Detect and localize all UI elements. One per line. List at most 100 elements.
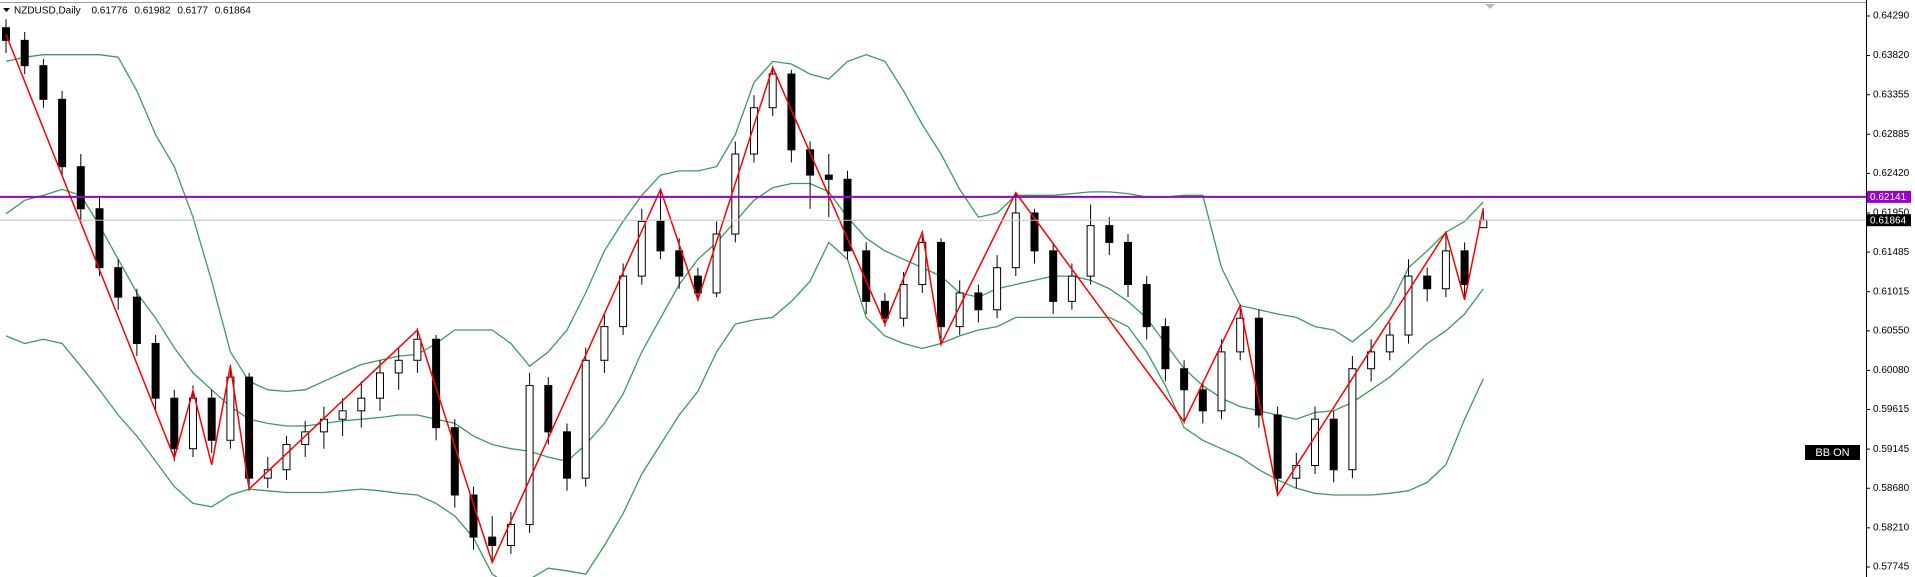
candle-body: [637, 220, 646, 277]
candle-body: [525, 385, 534, 525]
candle-body: [1067, 275, 1076, 302]
candle-body: [1292, 465, 1301, 479]
candle-body: [712, 233, 721, 294]
candle-body: [301, 431, 310, 445]
candle-body: [955, 292, 964, 328]
candle-body: [488, 536, 497, 547]
candle-body: [675, 250, 684, 277]
candle-body: [1105, 225, 1114, 243]
candle-body: [132, 296, 141, 344]
candle-body: [39, 65, 48, 100]
candle-body: [95, 208, 104, 269]
candle-body: [1273, 414, 1282, 479]
candle-body: [1254, 317, 1263, 416]
candle-body: [862, 250, 871, 302]
candle-body: [282, 443, 291, 471]
candle-body: [1311, 418, 1319, 467]
y-tick-label: 0.61950: [1873, 208, 1910, 219]
candle-body: [750, 107, 758, 155]
candle-body: [1367, 351, 1376, 370]
candle-body: [1030, 212, 1039, 252]
candle-body: [1385, 334, 1394, 353]
y-tick-label: 0.61485: [1873, 247, 1910, 258]
candle-body: [376, 372, 384, 399]
candle-body: [450, 427, 459, 496]
open-value: 0.61776: [91, 5, 128, 16]
price-box-label: 0.61864: [1870, 215, 1907, 226]
candle-body: [170, 397, 179, 450]
candle-body: [207, 397, 216, 441]
candle-body: [581, 359, 590, 479]
candle-body: [1161, 326, 1170, 370]
candle-body: [619, 275, 628, 328]
y-tick-label: 0.64290: [1873, 11, 1910, 22]
candle-body: [20, 39, 29, 67]
y-tick-label: 0.62885: [1873, 129, 1910, 140]
close-value: 0.61864: [215, 5, 252, 16]
candle-body: [338, 410, 347, 420]
symbol-title: NZDUSD,Daily: [14, 5, 81, 16]
candle-body: [1142, 284, 1151, 328]
candle-body: [1236, 317, 1245, 353]
candle-body: [563, 431, 571, 479]
candle-body: [469, 494, 478, 538]
candle-body: [226, 376, 235, 441]
y-tick-label: 0.58210: [1873, 522, 1910, 533]
plot: [2, 19, 1488, 577]
y-tick-label: 0.60550: [1873, 325, 1910, 336]
candle-body: [58, 98, 67, 168]
candle-body: [993, 267, 1002, 311]
candle-body: [357, 397, 366, 412]
y-tick-label: 0.59145: [1873, 444, 1910, 455]
y-tick-label: 0.62420: [1873, 168, 1910, 179]
y-tick-label: 0.57745: [1873, 562, 1910, 573]
candle-body: [151, 342, 160, 399]
header: NZDUSD,Daily 0.61776 0.61982 0.6177 0.61…: [14, 5, 251, 16]
candle-body: [731, 153, 740, 235]
candle-body: [899, 284, 908, 319]
candle-body: [245, 376, 254, 479]
y-tick-label: 0.60080: [1873, 365, 1910, 376]
y-tick-label: 0.63820: [1873, 50, 1910, 61]
candle-body: [974, 292, 983, 311]
candle-body: [544, 385, 553, 433]
candle-body: [1180, 368, 1189, 391]
candle-body: [843, 178, 852, 252]
high-value: 0.61982: [134, 5, 171, 16]
candle-body: [432, 338, 441, 429]
y-tick-label: 0.58680: [1873, 483, 1910, 494]
candle-body: [1049, 250, 1058, 302]
candle-body: [1441, 250, 1450, 290]
band-lower: [5, 241, 1484, 577]
candle-body: [1011, 212, 1020, 269]
badge-label: BB ON: [1815, 447, 1849, 459]
price-box-label: 0.62141: [1870, 192, 1907, 203]
candle-body: [1329, 418, 1338, 471]
candle-body: [918, 241, 927, 286]
candle-body: [768, 73, 777, 109]
candle-body: [880, 300, 889, 319]
candle-body: [114, 267, 123, 298]
candle-body: [824, 174, 833, 180]
low-value: 0.6177: [177, 5, 208, 16]
price-box: [1867, 190, 1911, 203]
candle-body: [506, 523, 515, 547]
zigzag: [5, 34, 1485, 565]
candle-body: [2, 27, 10, 41]
candle-body: [656, 220, 665, 252]
y-tick-label: 0.61015: [1873, 286, 1910, 297]
candle-body: [1217, 351, 1226, 412]
candle-body: [1124, 241, 1132, 286]
price-box: [1867, 214, 1911, 227]
header-arrow: [3, 8, 10, 12]
y-tick-label: 0.63355: [1873, 89, 1910, 100]
candle-body: [1198, 389, 1207, 412]
candle-body: [937, 241, 945, 328]
shift-marker: [1485, 4, 1495, 9]
candle-body: [76, 166, 85, 210]
candle-body: [1404, 275, 1413, 336]
candle-body: [1460, 250, 1469, 286]
